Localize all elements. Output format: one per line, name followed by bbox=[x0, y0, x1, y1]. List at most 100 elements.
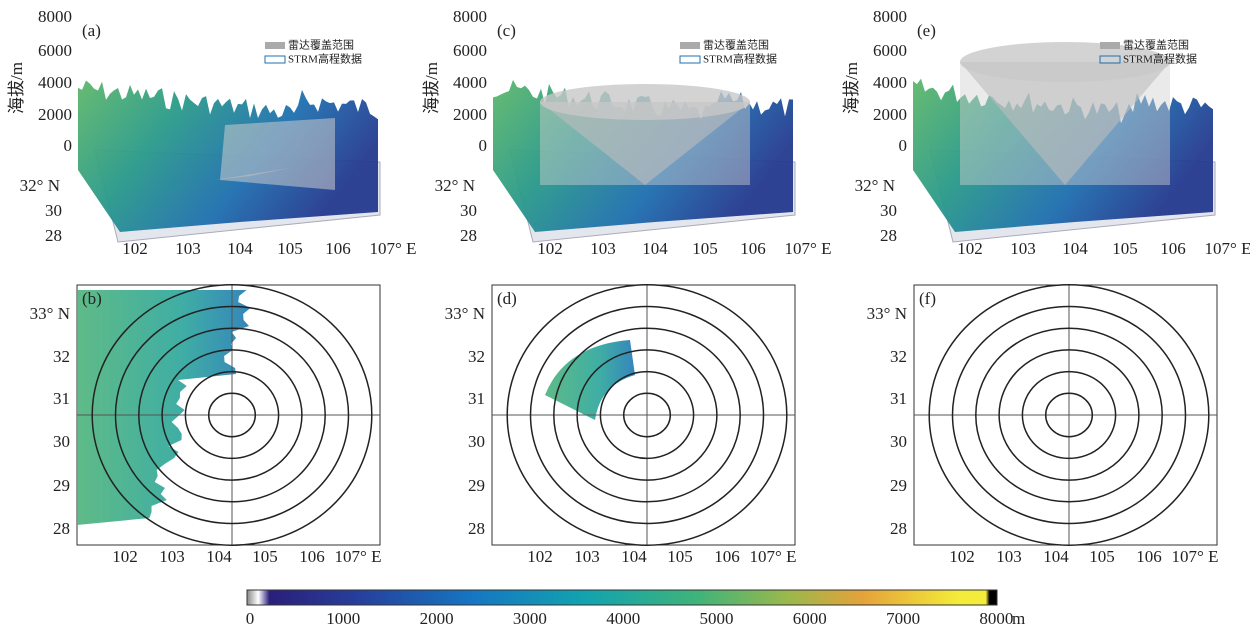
lat-tick-label: 30 bbox=[45, 201, 62, 220]
lon-tick-label: 106 bbox=[1136, 547, 1162, 566]
legend-swatch-radar bbox=[680, 42, 700, 49]
lat-tick-label: 28 bbox=[460, 226, 477, 245]
range-ring bbox=[207, 392, 257, 438]
legend-label: STRM高程数据 bbox=[288, 52, 362, 66]
radar-cylinder bbox=[220, 118, 335, 190]
z-tick-label: 8000 bbox=[38, 7, 72, 26]
lon-tick-label: 104 bbox=[1062, 239, 1088, 258]
lat-tick-label: 30 bbox=[460, 201, 477, 220]
range-ring bbox=[975, 327, 1163, 503]
lon-tick-label: 104 bbox=[1043, 547, 1069, 566]
z-tick-label: 4000 bbox=[873, 73, 907, 92]
range-ring bbox=[161, 349, 303, 481]
range-ring bbox=[114, 305, 350, 525]
lat-tick-label: 33° N bbox=[30, 304, 70, 323]
lat-tick-label: 32° N bbox=[855, 176, 895, 195]
lat-tick-label: 32 bbox=[53, 347, 70, 366]
lat-tick-label: 29 bbox=[53, 476, 70, 495]
lon-tick-label: 102 bbox=[112, 547, 138, 566]
z-axis-title: 海拔/m bbox=[422, 62, 441, 114]
panel-label: (d) bbox=[497, 289, 517, 308]
lat-tick-label: 30 bbox=[880, 201, 897, 220]
legend-swatch-radar bbox=[1100, 42, 1120, 49]
lat-tick-label: 31 bbox=[53, 389, 70, 408]
radar-cone bbox=[540, 102, 750, 185]
lon-tick-label: 107° E bbox=[370, 239, 417, 258]
radar-top bbox=[540, 84, 750, 120]
colorbar-tick-label: 7000 bbox=[886, 609, 920, 628]
lat-tick-label: 32 bbox=[468, 347, 485, 366]
radar-cone bbox=[215, 168, 290, 180]
z-axis-title: 海拔/m bbox=[7, 62, 26, 114]
legend-label: STRM高程数据 bbox=[1123, 52, 1197, 66]
legend-swatch-srtm bbox=[1099, 55, 1121, 64]
legend-swatch-srtm bbox=[679, 55, 701, 64]
colorbar-tick-label: 6000 bbox=[793, 609, 827, 628]
lon-tick-label: 104 bbox=[227, 239, 253, 258]
range-ring bbox=[138, 327, 326, 503]
lon-tick-label: 103 bbox=[996, 547, 1022, 566]
lon-tick-label: 104 bbox=[206, 547, 232, 566]
lon-tick-label: 105 bbox=[277, 239, 303, 258]
lat-tick-label: 28 bbox=[53, 519, 70, 538]
z-tick-label: 2000 bbox=[873, 105, 907, 124]
panel-label: (b) bbox=[82, 289, 102, 308]
terrain-map bbox=[77, 290, 251, 525]
colorbar-tick-label: 3000 bbox=[513, 609, 547, 628]
panel-label: (e) bbox=[917, 21, 936, 40]
lat-tick-label: 28 bbox=[880, 226, 897, 245]
lon-tick-label: 105 bbox=[252, 547, 278, 566]
legend-swatch-srtm bbox=[264, 55, 286, 64]
range-ring bbox=[91, 284, 373, 546]
lon-tick-label: 107° E bbox=[1172, 547, 1219, 566]
legend-label: STRM高程数据 bbox=[703, 52, 777, 66]
lat-tick-label: 28 bbox=[468, 519, 485, 538]
lon-tick-label: 102 bbox=[537, 239, 563, 258]
legend-label: 雷达覆盖范围 bbox=[288, 38, 354, 52]
lat-tick-label: 29 bbox=[890, 476, 907, 495]
lon-tick-label: 105 bbox=[692, 239, 718, 258]
lon-tick-label: 103 bbox=[590, 239, 616, 258]
radar-cone bbox=[960, 62, 1170, 185]
legend-swatch-radar bbox=[265, 42, 285, 49]
lon-tick-label: 102 bbox=[122, 239, 148, 258]
colorbar-tick-label: 1000 bbox=[326, 609, 360, 628]
lat-tick-label: 28 bbox=[45, 226, 62, 245]
lon-tick-label: 102 bbox=[527, 547, 553, 566]
range-ring bbox=[1021, 370, 1117, 460]
panel-label: (f) bbox=[919, 289, 936, 308]
range-ring bbox=[622, 392, 672, 438]
lat-tick-label: 31 bbox=[890, 389, 907, 408]
z-tick-label: 6000 bbox=[38, 41, 72, 60]
lon-tick-label: 106 bbox=[714, 547, 740, 566]
z-tick-label: 0 bbox=[479, 136, 488, 155]
radar-top bbox=[960, 42, 1170, 82]
lon-tick-label: 107° E bbox=[335, 547, 382, 566]
lon-tick-label: 107° E bbox=[750, 547, 797, 566]
lat-tick-label: 29 bbox=[468, 476, 485, 495]
z-axis-title: 海拔/m bbox=[842, 62, 861, 114]
lon-tick-label: 107° E bbox=[1205, 239, 1250, 258]
lat-tick-label: 30 bbox=[468, 432, 485, 451]
colorbar-unit: m bbox=[1012, 609, 1025, 628]
lat-tick-label: 33° N bbox=[867, 304, 907, 323]
panel-label: (c) bbox=[497, 21, 516, 40]
lon-tick-label: 103 bbox=[175, 239, 201, 258]
lon-tick-label: 103 bbox=[574, 547, 600, 566]
lon-tick-label: 107° E bbox=[785, 239, 832, 258]
legend-label: 雷达覆盖范围 bbox=[703, 38, 769, 52]
range-ring bbox=[576, 349, 718, 481]
lat-tick-label: 28 bbox=[890, 519, 907, 538]
range-ring bbox=[184, 370, 280, 460]
z-tick-label: 0 bbox=[899, 136, 908, 155]
z-tick-label: 2000 bbox=[38, 105, 72, 124]
lon-tick-label: 102 bbox=[957, 239, 983, 258]
range-ring bbox=[506, 284, 788, 546]
z-tick-label: 4000 bbox=[38, 73, 72, 92]
range-ring bbox=[529, 305, 765, 525]
z-tick-label: 8000 bbox=[453, 7, 487, 26]
colorbar-tick-label: 0 bbox=[246, 609, 255, 628]
range-ring bbox=[553, 327, 741, 503]
z-tick-label: 8000 bbox=[873, 7, 907, 26]
